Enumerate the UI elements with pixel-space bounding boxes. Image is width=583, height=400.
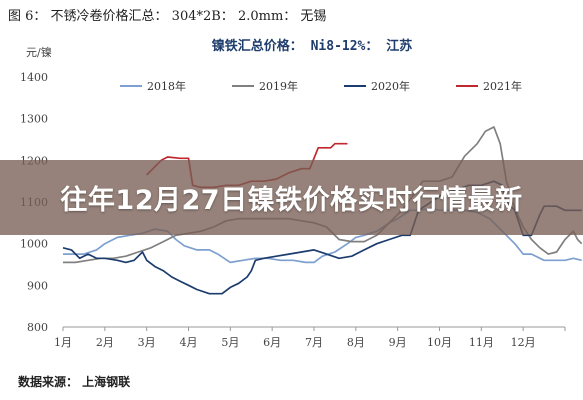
legend-label: 2019年	[259, 79, 298, 93]
source-note: 数据来源： 上海钢联	[18, 375, 131, 389]
chart-title: 镍铁汇总价格： Ni8-12%： 江苏	[212, 38, 412, 54]
x-tick-label: 7月	[305, 336, 323, 349]
x-tick-label: 2月	[96, 336, 114, 349]
x-tick-label: 11月	[469, 336, 494, 349]
y-tick-label: 1000	[20, 238, 48, 251]
x-tick-label: 12月	[511, 336, 536, 349]
headline-text: 往年12月27日镍铁价格实时行情最新	[60, 185, 523, 216]
y-axis-unit-label: 元/镍	[26, 45, 52, 59]
y-tick-label: 1300	[20, 113, 48, 126]
x-tick-label: 5月	[221, 336, 239, 349]
x-tick-label: 3月	[138, 336, 156, 349]
figure-caption: 图 6： 不锈冷卷价格汇总： 304*2B： 2.0mm： 无锡	[8, 9, 327, 24]
x-axis: 1月 2月 3月 4月 5月 6月 7月 8月 9月 10月 11月 12月	[54, 326, 566, 349]
x-tick-label: 1月	[54, 336, 72, 349]
legend-label: 2020年	[371, 79, 410, 93]
y-tick-label: 1400	[20, 71, 48, 84]
y-tick-label: 900	[27, 279, 48, 292]
headline-banner: 往年12月27日镍铁价格实时行情最新	[0, 160, 583, 235]
chart-legend: 2018年 2019年 2020年 2021年	[120, 79, 522, 93]
legend-label: 2021年	[483, 79, 522, 93]
x-tick-label: 10月	[427, 336, 452, 349]
legend-label: 2018年	[147, 79, 186, 93]
x-tick-label: 4月	[180, 336, 198, 349]
y-tick-label: 800	[27, 321, 48, 334]
x-tick-label: 6月	[263, 336, 281, 349]
x-tick-label: 9月	[389, 336, 407, 349]
x-tick-label: 8月	[347, 336, 365, 349]
